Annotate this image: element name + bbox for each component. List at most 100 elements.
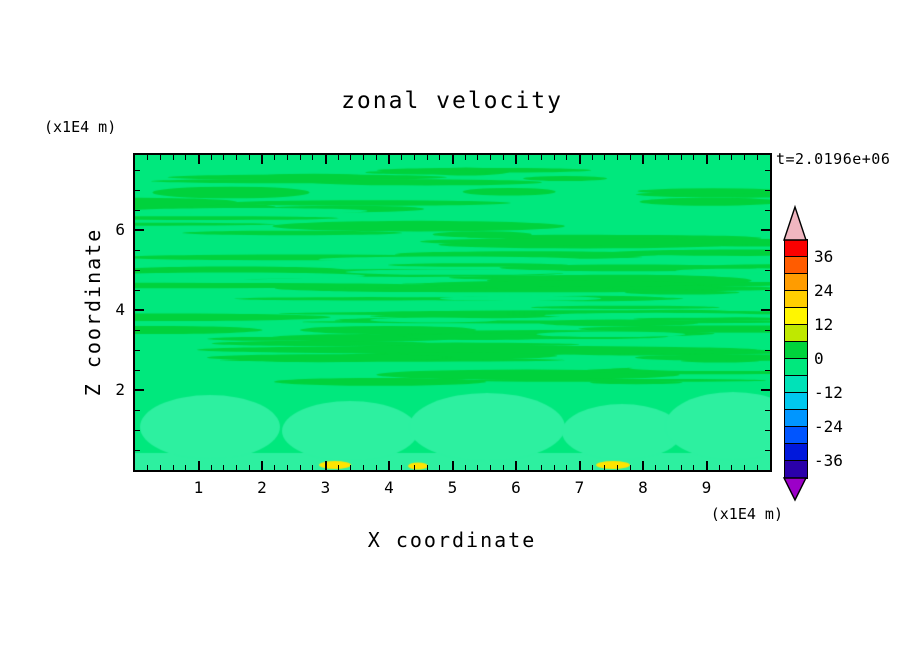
y-axis-unit-label: (x1E4 m) (44, 118, 117, 136)
tick-mark (540, 465, 542, 470)
y-tick-label: 2 (115, 380, 125, 399)
tick-mark (286, 155, 288, 160)
tick-mark (210, 155, 212, 160)
tick-mark (765, 189, 770, 191)
tick-mark (604, 465, 606, 470)
tick-mark (135, 189, 140, 191)
tick-mark (363, 465, 365, 470)
tick-mark (172, 465, 174, 470)
tick-mark (135, 309, 144, 311)
tick-mark (731, 465, 733, 470)
y-tick-label: 6 (115, 220, 125, 239)
tick-mark (502, 155, 504, 160)
tick-mark (248, 155, 250, 160)
tick-mark (375, 465, 377, 470)
tick-mark (642, 461, 644, 470)
tick-mark (185, 465, 187, 470)
tick-mark (490, 465, 492, 470)
tick-mark (591, 465, 593, 470)
tick-mark (528, 155, 530, 160)
tick-mark (629, 465, 631, 470)
colorbar-tick-label: 0 (814, 349, 824, 368)
tick-mark (401, 155, 403, 160)
tick-mark (566, 465, 568, 470)
tick-mark (147, 465, 149, 470)
tick-mark (210, 465, 212, 470)
tick-mark (337, 465, 339, 470)
tick-mark (667, 465, 669, 470)
tick-mark (426, 155, 428, 160)
colorbar-under-arrow (782, 477, 808, 502)
tick-mark (765, 329, 770, 331)
tick-mark (604, 155, 606, 160)
x-axis-title: X coordinate (367, 528, 537, 552)
tick-mark (135, 269, 140, 271)
tick-mark (236, 465, 238, 470)
tick-mark (135, 409, 140, 411)
tick-mark (388, 461, 390, 470)
time-annotation: t=2.0196e+06 (776, 150, 891, 168)
tick-mark (426, 465, 428, 470)
tick-mark (299, 155, 301, 160)
tick-mark (765, 269, 770, 271)
tick-mark (135, 169, 140, 171)
tick-mark (718, 465, 720, 470)
tick-mark (693, 155, 695, 160)
colorbar-band (785, 444, 807, 461)
tick-mark (135, 429, 140, 431)
tick-mark (413, 465, 415, 470)
tick-mark (705, 155, 708, 164)
colorbar-band (785, 291, 807, 308)
tick-mark (439, 465, 441, 470)
tick-mark (299, 465, 301, 470)
tick-mark (629, 155, 631, 160)
tick-mark (765, 169, 770, 171)
colorbar-band (785, 240, 807, 257)
colorbar-tick-label: -36 (814, 451, 843, 470)
tick-mark (350, 155, 352, 160)
tick-mark (324, 461, 327, 470)
tick-mark (197, 155, 200, 164)
tick-mark (439, 155, 441, 160)
tick-mark (350, 465, 352, 470)
tick-mark (765, 289, 770, 291)
colorbar-band (785, 393, 807, 410)
colorbar-band (785, 410, 807, 427)
tick-mark (477, 465, 479, 470)
tick-mark (236, 155, 238, 160)
tick-mark (337, 155, 339, 160)
x-tick-label: 4 (384, 478, 394, 497)
colorbar-over-arrow (783, 204, 807, 241)
x-tick-label: 7 (574, 478, 585, 497)
tick-mark (135, 369, 140, 371)
tick-mark (667, 155, 669, 160)
tick-mark (401, 465, 403, 470)
page-title: zonal velocity (341, 88, 563, 114)
x-tick-label: 9 (701, 478, 712, 497)
tick-mark (515, 155, 517, 164)
tick-mark (312, 465, 314, 470)
colorbar (784, 239, 808, 479)
tick-mark (490, 155, 492, 160)
colorbar-band (785, 274, 807, 291)
tick-mark (197, 461, 200, 470)
x-tick-label: 5 (447, 478, 458, 497)
colorbar-tick-label: -12 (814, 383, 843, 402)
tick-mark (261, 155, 263, 164)
tick-mark (765, 249, 770, 251)
colorbar-band (785, 257, 807, 274)
tick-mark (540, 155, 542, 160)
plot-area (133, 153, 772, 472)
tick-mark (223, 465, 225, 470)
tick-mark (147, 155, 149, 160)
tick-mark (655, 465, 657, 470)
colorbar-tick-label: 24 (814, 281, 834, 300)
tick-mark (761, 389, 770, 391)
x-tick-label: 2 (257, 478, 267, 497)
tick-mark (680, 155, 682, 160)
tick-mark (312, 155, 314, 160)
tick-mark (324, 155, 327, 164)
tick-mark (451, 155, 454, 164)
tick-mark (223, 155, 225, 160)
colorbar-tick-label: 36 (814, 247, 834, 266)
